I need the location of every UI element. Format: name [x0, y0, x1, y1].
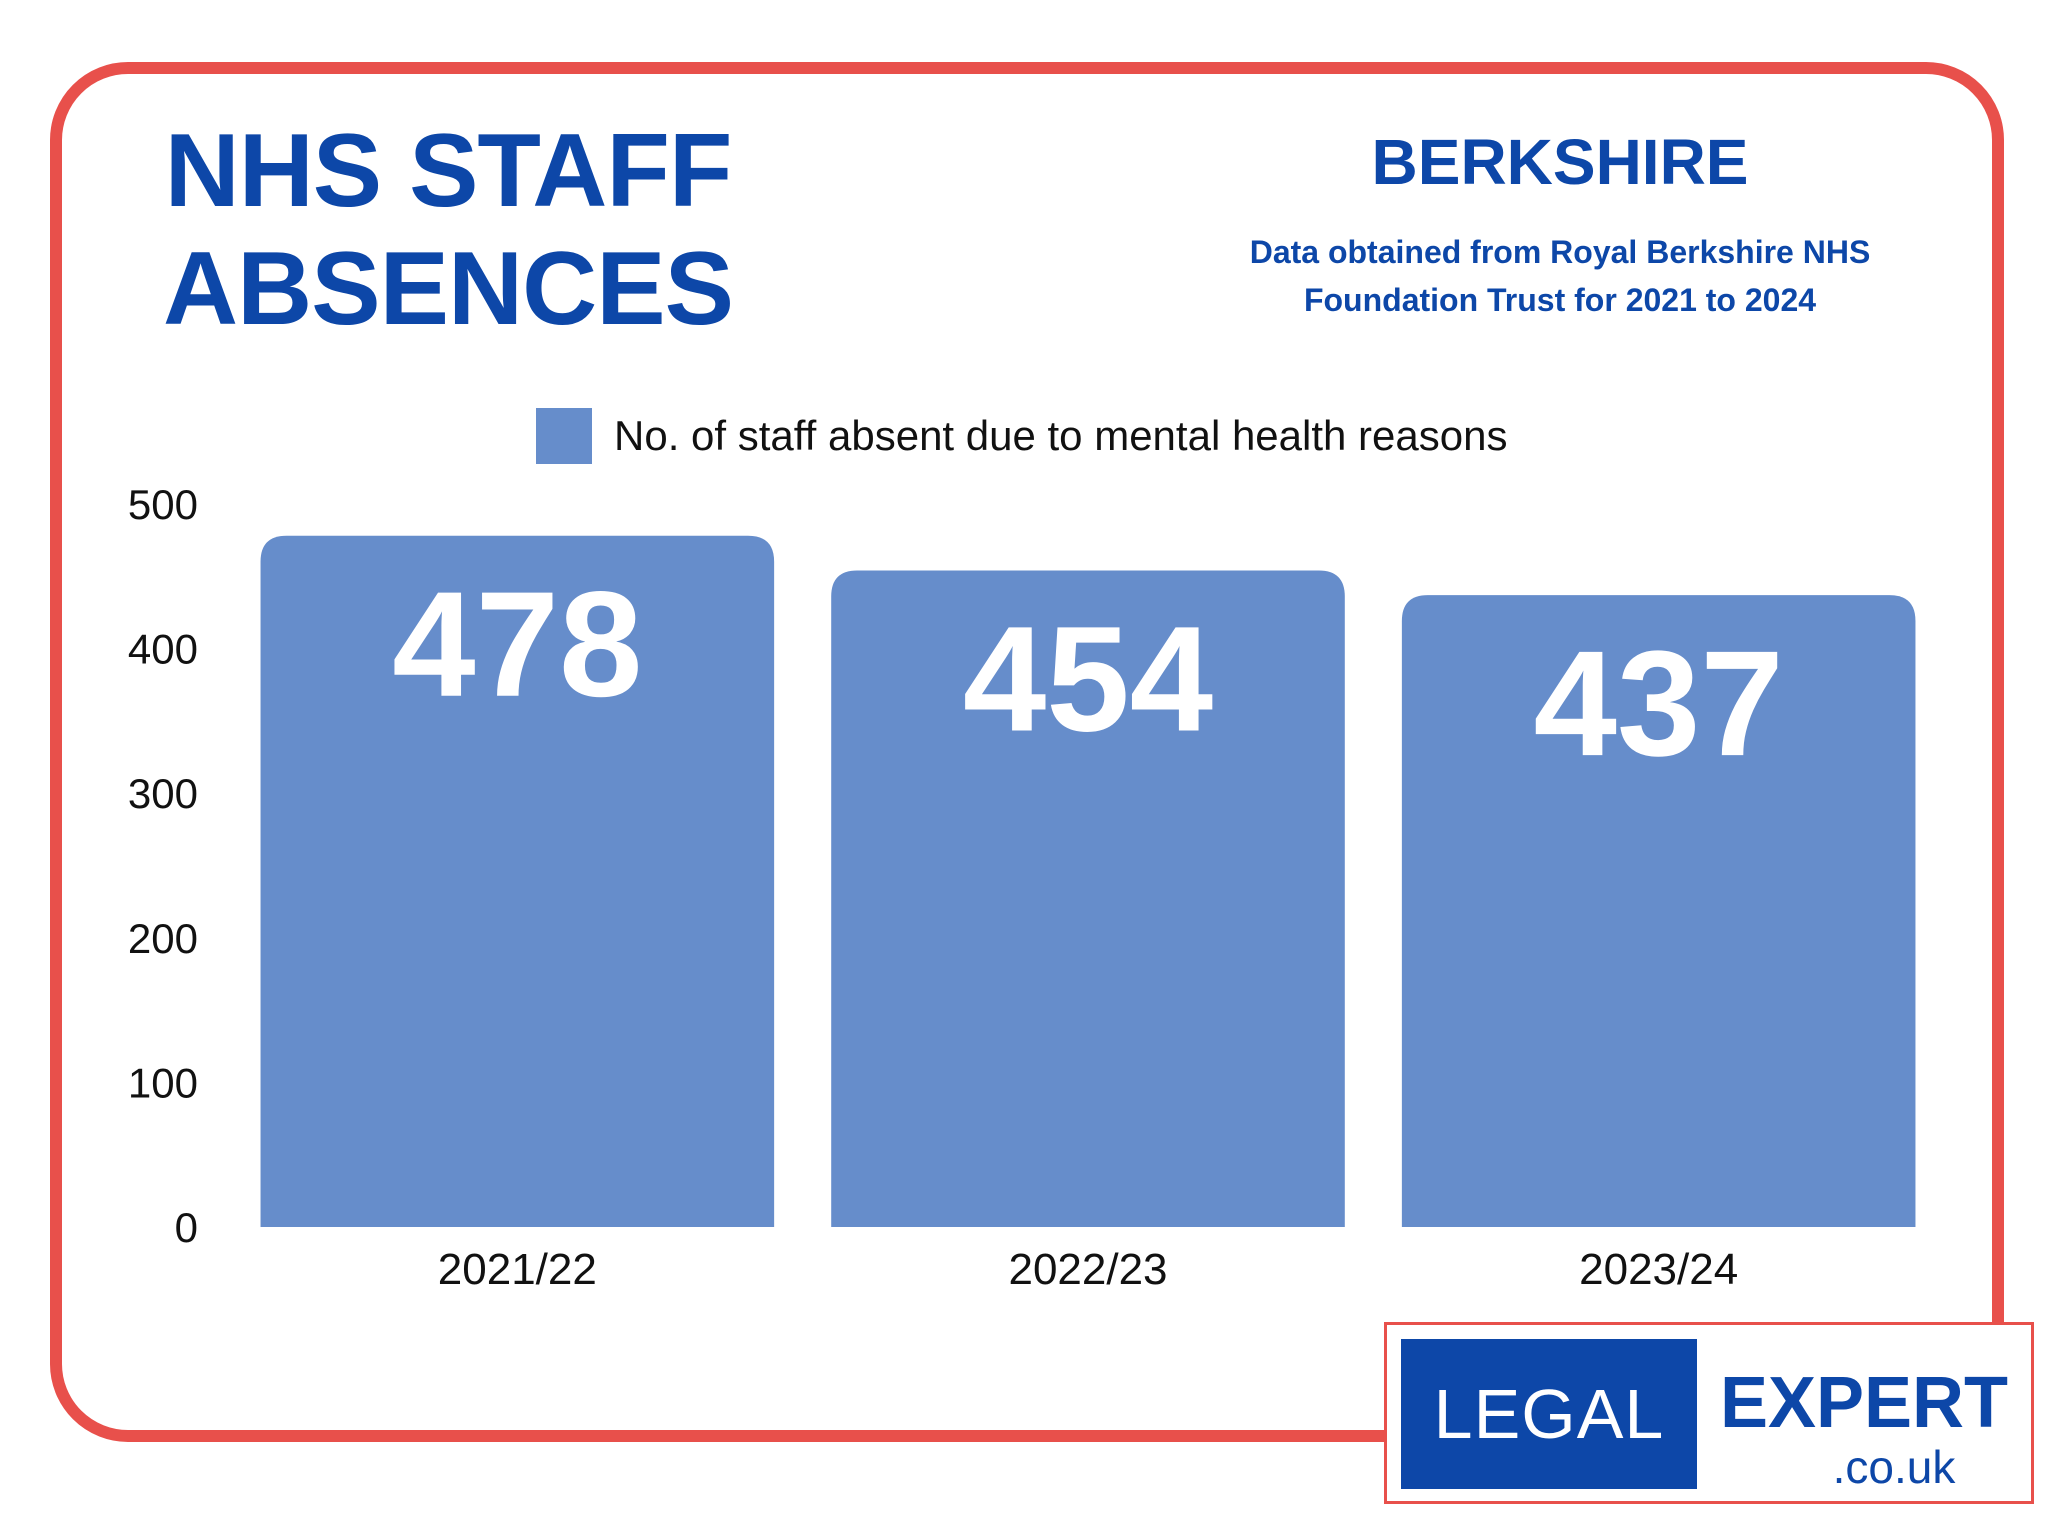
y-tick-label: 0 [175, 1204, 198, 1251]
x-tick-label: 2021/22 [438, 1245, 597, 1294]
source-note: Data obtained from Royal Berkshire NHS F… [1200, 228, 1920, 324]
bar [260, 535, 775, 1227]
bar-value-label: 478 [392, 560, 642, 728]
logo-expert-block: EXPERT .co.uk [1699, 1341, 2029, 1491]
legend-swatch [536, 408, 592, 464]
bar-value-label: 437 [1534, 619, 1784, 787]
logo-expert-text: EXPERT [1719, 1363, 2009, 1443]
x-tick-label: 2023/24 [1579, 1245, 1738, 1294]
y-tick-label: 300 [128, 770, 198, 817]
source-line-1: Data obtained from Royal Berkshire NHS [1249, 234, 1871, 270]
logo-legal-text: LEGAL [1401, 1339, 1697, 1489]
page-title: NHS STAFF ABSENCES [128, 112, 768, 348]
bar [831, 570, 1345, 1227]
x-tick-label: 2022/23 [1008, 1245, 1167, 1294]
title-line-2: ABSENCES [163, 231, 734, 347]
title-line-1: NHS STAFF [164, 113, 733, 229]
y-tick-label: 400 [128, 626, 198, 673]
source-line-2: Foundation Trust for 2021 to 2024 [1303, 282, 1817, 318]
region-heading: BERKSHIRE [1371, 126, 1749, 198]
bar-value-label: 454 [963, 595, 1213, 763]
y-tick-label: 100 [128, 1059, 198, 1106]
legal-expert-logo: LEGAL EXPERT .co.uk [1384, 1322, 2034, 1504]
legend-label: No. of staff absent due to mental health… [614, 412, 1508, 459]
logo-domain-text: .co.uk [1832, 1441, 1956, 1493]
chart-legend: No. of staff absent due to mental health… [536, 408, 1507, 464]
y-tick-label: 500 [128, 481, 198, 528]
y-tick-label: 200 [128, 915, 198, 962]
bar [1401, 595, 1916, 1227]
